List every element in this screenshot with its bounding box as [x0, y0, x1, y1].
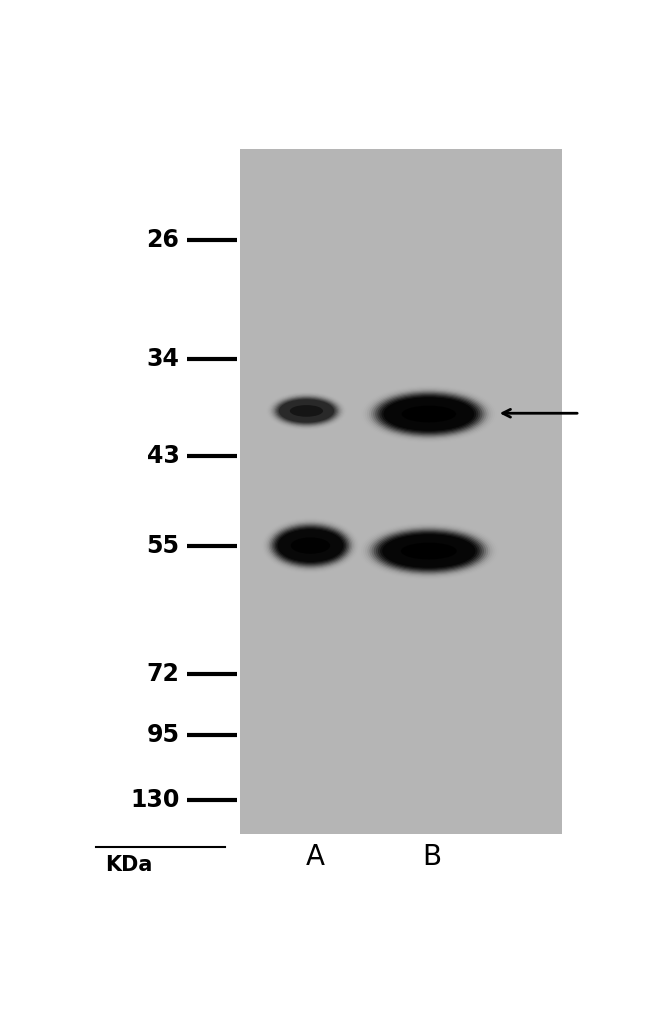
Ellipse shape — [273, 526, 348, 565]
Ellipse shape — [274, 396, 339, 426]
Ellipse shape — [369, 389, 489, 439]
Ellipse shape — [275, 527, 346, 564]
Ellipse shape — [374, 530, 484, 572]
Text: 95: 95 — [146, 723, 179, 747]
Ellipse shape — [279, 399, 334, 423]
Ellipse shape — [278, 529, 343, 562]
Ellipse shape — [271, 394, 342, 428]
Ellipse shape — [376, 531, 482, 571]
Text: 72: 72 — [147, 662, 179, 686]
Text: 55: 55 — [146, 534, 179, 558]
Text: 26: 26 — [147, 227, 179, 252]
Ellipse shape — [268, 523, 352, 568]
Ellipse shape — [290, 405, 323, 417]
Ellipse shape — [276, 528, 344, 563]
Ellipse shape — [377, 394, 480, 434]
Text: 43: 43 — [147, 444, 179, 468]
Text: B: B — [422, 843, 441, 870]
Ellipse shape — [272, 525, 349, 566]
Ellipse shape — [291, 538, 330, 554]
Ellipse shape — [373, 391, 484, 437]
Ellipse shape — [402, 405, 456, 423]
Ellipse shape — [267, 522, 354, 569]
Text: 34: 34 — [147, 347, 179, 371]
Ellipse shape — [276, 397, 337, 425]
Ellipse shape — [371, 390, 487, 438]
Text: 130: 130 — [130, 789, 179, 812]
Ellipse shape — [372, 529, 486, 573]
Ellipse shape — [382, 534, 475, 568]
Ellipse shape — [275, 397, 338, 425]
Ellipse shape — [378, 532, 480, 570]
Ellipse shape — [375, 393, 482, 435]
Ellipse shape — [401, 543, 457, 559]
Bar — [240, 149, 562, 834]
Ellipse shape — [369, 528, 488, 574]
Text: KDa: KDa — [105, 854, 153, 875]
Ellipse shape — [270, 524, 351, 567]
Text: A: A — [306, 843, 325, 870]
Ellipse shape — [272, 395, 341, 427]
Ellipse shape — [382, 396, 476, 432]
Ellipse shape — [367, 527, 490, 575]
Ellipse shape — [380, 395, 478, 433]
Ellipse shape — [380, 533, 478, 569]
Ellipse shape — [278, 398, 335, 424]
Ellipse shape — [384, 397, 474, 431]
